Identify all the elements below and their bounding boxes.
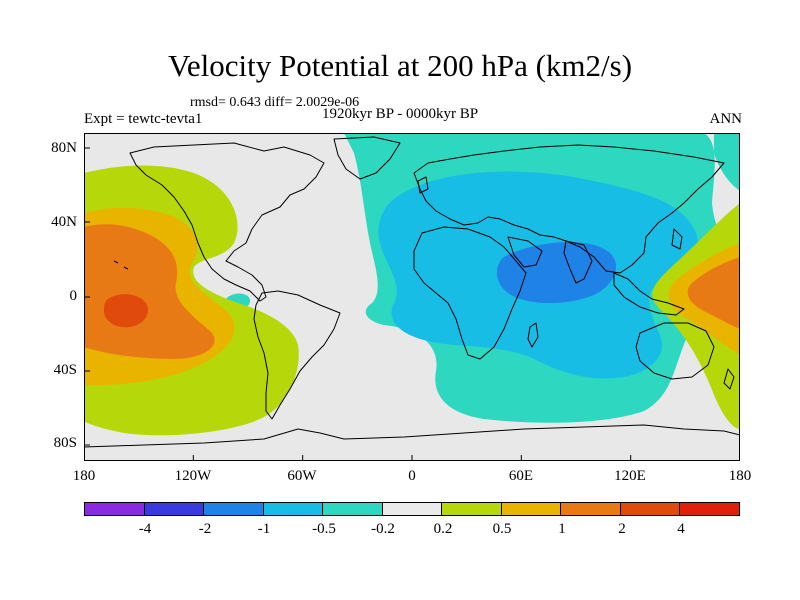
colorbar-label: -1	[257, 521, 271, 537]
lat-tick-0: 0	[69, 288, 78, 304]
colorbar-swatch	[680, 503, 740, 515]
map-title: Velocity Potential at 200 hPa (km2/s)	[167, 48, 633, 83]
coast-uk	[417, 176, 429, 194]
lon-tick-180w: 180	[72, 468, 96, 484]
field-neg-0-2-ne	[714, 133, 740, 191]
colorbar-label: -0.2	[371, 521, 395, 537]
colorbar-swatch	[561, 503, 621, 515]
coast-japan	[671, 228, 683, 250]
lon-tick-120e: 120E	[614, 468, 646, 484]
colorbar-label: 2	[618, 521, 626, 537]
colorbar-label: 4	[677, 521, 685, 537]
coast-india	[563, 240, 593, 284]
period-text: 1920kyr BP - 0000kyr BP	[321, 106, 479, 122]
colorbar-swatch	[442, 503, 502, 515]
colorbar-swatch	[501, 503, 562, 515]
colorbar	[84, 502, 740, 516]
coast-africa	[413, 226, 527, 360]
stats-text: rmsd= 0.643 diff= 2.0029e-06	[190, 95, 360, 110]
colorbar-swatch	[85, 503, 145, 515]
lon-tick-60e: 60E	[508, 468, 534, 484]
colorbar-swatch	[382, 503, 443, 515]
field-pos-1-east	[687, 257, 740, 329]
coast-antarctica	[84, 424, 740, 448]
colorbar-label: 0.5	[492, 521, 512, 537]
coast-pacific-islands	[113, 260, 129, 270]
lon-tick-180e: 180	[728, 468, 752, 484]
velocity-potential-map	[84, 133, 740, 461]
experiment-label: Expt = tewtc-tevta1	[84, 111, 203, 127]
season-label: ANN	[709, 111, 743, 127]
coast-arabia	[507, 236, 543, 268]
field-neg-1	[496, 242, 617, 304]
colorbar-label: 0.2	[433, 521, 453, 537]
coast-se-asia	[613, 272, 685, 316]
colorbar-swatch	[144, 503, 205, 515]
field-pos-2-west	[104, 294, 149, 328]
colorbar-swatch	[323, 503, 383, 515]
coast-north-america	[129, 142, 325, 302]
colorbar-label: -2	[198, 521, 212, 537]
colorbar-swatch	[620, 503, 681, 515]
lon-tick-0: 0	[408, 468, 416, 484]
colorbar-swatch	[263, 503, 324, 515]
coast-greenland	[333, 136, 401, 180]
colorbar-label: -0.5	[312, 521, 336, 537]
coast-eurasia	[413, 144, 725, 274]
coast-new-zealand	[723, 368, 735, 390]
colorbar-swatch	[204, 503, 264, 515]
coast-madagascar	[527, 322, 539, 348]
colorbar-label: -4	[138, 521, 152, 537]
lat-tick-80n: 80N	[51, 140, 77, 156]
lon-tick-60w: 60W	[287, 468, 317, 484]
coast-australia	[635, 322, 715, 380]
lat-tick-40s: 40S	[53, 362, 77, 378]
lon-tick-120w: 120W	[174, 468, 212, 484]
colorbar-label: 1	[558, 521, 566, 537]
lat-tick-80s: 80S	[53, 435, 77, 451]
coast-south-america	[253, 290, 341, 420]
lat-tick-40n: 40N	[51, 214, 77, 230]
